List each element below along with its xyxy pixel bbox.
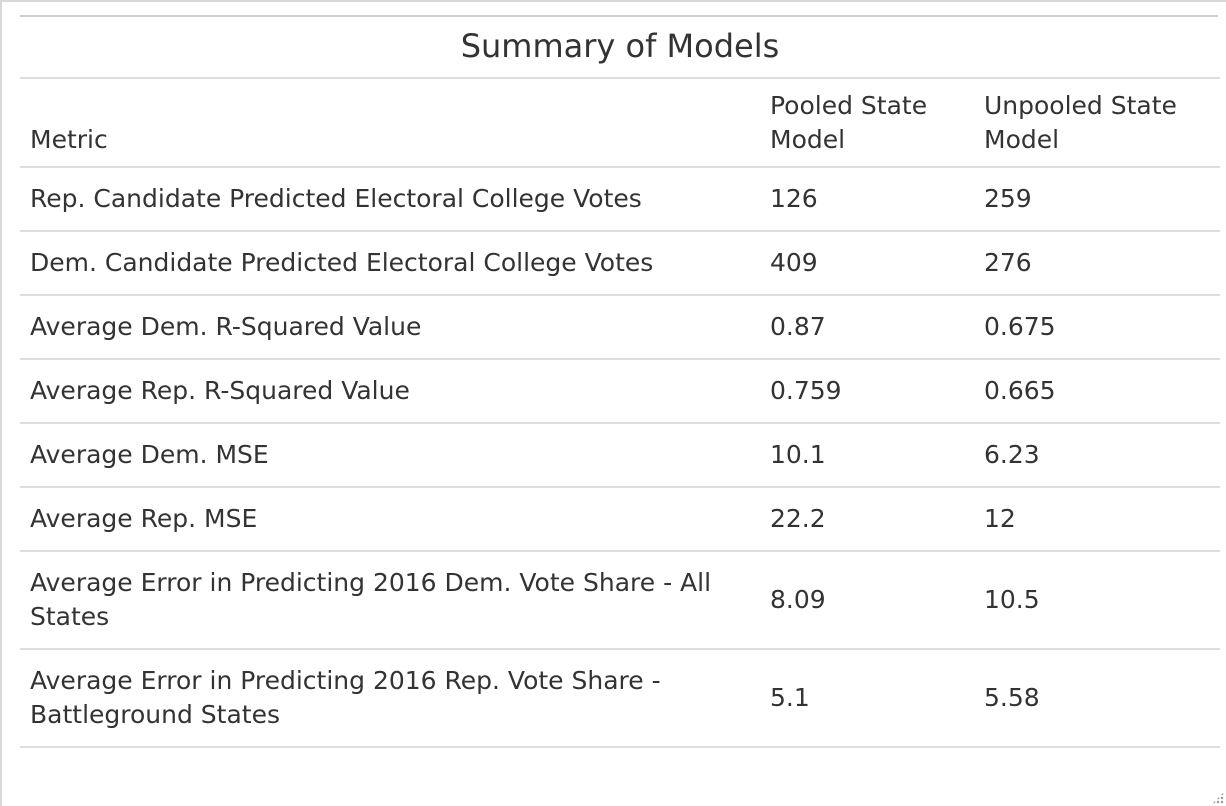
header-row: Metric Pooled State Model Unpooled State… xyxy=(20,79,1220,168)
table-title: Summary of Models xyxy=(20,17,1220,79)
pooled-cell: 10.1 xyxy=(760,423,974,488)
unpooled-cell: 12 xyxy=(974,487,1220,552)
pooled-cell: 126 xyxy=(760,167,974,232)
table-row: Average Rep. MSE 22.2 12 xyxy=(20,487,1220,552)
pooled-cell: 22.2 xyxy=(760,487,974,552)
table-row: Dem. Candidate Predicted Electoral Colle… xyxy=(20,231,1220,296)
pooled-cell: 5.1 xyxy=(760,649,974,748)
table-row: Average Dem. MSE 10.1 6.23 xyxy=(20,423,1220,488)
unpooled-cell: 10.5 xyxy=(974,551,1220,650)
pooled-cell: 409 xyxy=(760,231,974,296)
unpooled-cell: 5.58 xyxy=(974,649,1220,748)
unpooled-cell: 0.665 xyxy=(974,359,1220,424)
metric-cell: Average Error in Predicting 2016 Rep. Vo… xyxy=(20,649,760,748)
summary-table: Summary of Models Metric Pooled State Mo… xyxy=(20,17,1220,748)
pooled-cell: 0.759 xyxy=(760,359,974,424)
metric-cell: Dem. Candidate Predicted Electoral Colle… xyxy=(20,231,760,296)
table-row: Average Rep. R-Squared Value 0.759 0.665 xyxy=(20,359,1220,424)
table-row: Rep. Candidate Predicted Electoral Colle… xyxy=(20,167,1220,232)
unpooled-cell: 0.675 xyxy=(974,295,1220,360)
table-row: Average Error in Predicting 2016 Rep. Vo… xyxy=(20,649,1220,748)
metric-cell: Average Rep. MSE xyxy=(20,487,760,552)
top-divider xyxy=(20,15,1218,17)
metric-cell: Rep. Candidate Predicted Electoral Colle… xyxy=(20,167,760,232)
metric-cell: Average Error in Predicting 2016 Dem. Vo… xyxy=(20,551,760,650)
unpooled-cell: 6.23 xyxy=(974,423,1220,488)
summary-table-container: Summary of Models Metric Pooled State Mo… xyxy=(20,17,1220,748)
header-unpooled-state-model: Unpooled State Model xyxy=(974,79,1220,168)
metric-cell: Average Rep. R-Squared Value xyxy=(20,359,760,424)
header-metric: Metric xyxy=(20,79,760,168)
unpooled-cell: 276 xyxy=(974,231,1220,296)
metric-cell: Average Dem. MSE xyxy=(20,423,760,488)
header-pooled-state-model: Pooled State Model xyxy=(760,79,974,168)
resize-handle[interactable] xyxy=(1212,792,1224,804)
pooled-cell: 0.87 xyxy=(760,295,974,360)
table-row: Average Error in Predicting 2016 Dem. Vo… xyxy=(20,551,1220,650)
table-row: Average Dem. R-Squared Value 0.87 0.675 xyxy=(20,295,1220,360)
metric-cell: Average Dem. R-Squared Value xyxy=(20,295,760,360)
unpooled-cell: 259 xyxy=(974,167,1220,232)
pooled-cell: 8.09 xyxy=(760,551,974,650)
